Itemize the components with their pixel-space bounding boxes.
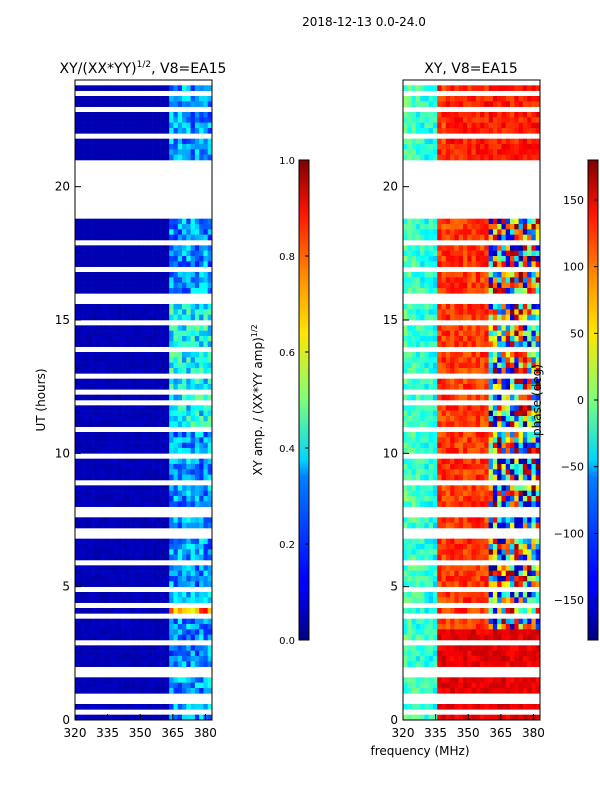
- colorbar-tick-label: −100: [554, 527, 584, 540]
- colorbar-tick-label: 0.0: [279, 636, 295, 647]
- phase-panel: XY, V8=EA15 320 335 350 365 380 0 5 10 15 20 pha…: [383, 61, 545, 740]
- phase-y-axis-label: phase (deg): [530, 364, 544, 436]
- amplitude-colorbar-gradient: [298, 159, 310, 641]
- colorbar-tick-label: −150: [554, 594, 584, 607]
- x-tick-label: 335: [96, 726, 119, 740]
- x-tick-label: 335: [424, 726, 447, 740]
- x-tick-label: 350: [457, 726, 480, 740]
- phase-y-axis: 0 5 10 15 20: [383, 180, 409, 727]
- x-axis-label: frequency (MHz): [370, 744, 469, 758]
- x-tick-label: 320: [392, 726, 415, 740]
- phase-plot-frame: [402, 79, 541, 721]
- x-tick-label: 320: [64, 726, 87, 740]
- amplitude-y-axis-label: UT (hours): [34, 368, 48, 431]
- y-tick-label: 20: [383, 180, 398, 194]
- colorbar-tick-label: 0.2: [279, 540, 295, 551]
- amplitude-colorbar-label: XY amp. / (XX*YY amp)1/2: [250, 324, 265, 475]
- colorbar-tick-label: 1.0: [279, 156, 295, 167]
- colorbar-tick-label: −50: [561, 461, 584, 474]
- y-tick-label: 5: [390, 580, 398, 594]
- y-tick-label: 20: [55, 180, 70, 194]
- amplitude-colorbar-ticks: 0.0 0.2 0.4 0.6 0.8 1.0: [279, 156, 309, 647]
- x-tick-label: 365: [161, 726, 184, 740]
- amplitude-panel: XY/(XX*YY)1/2, V8=EA15 320 335 350 365 380 0…: [34, 60, 226, 740]
- amplitude-heatmap: [75, 85, 213, 721]
- phase-colorbar: 150 100 50 0 −50 −100 −150: [554, 159, 599, 641]
- y-tick-label: 10: [383, 446, 398, 460]
- y-tick-label: 5: [62, 580, 70, 594]
- phase-panel-title: XY, V8=EA15: [424, 61, 518, 77]
- y-tick-label: 15: [55, 313, 70, 327]
- colorbar-tick-label: 50: [570, 327, 584, 340]
- y-tick-label: 10: [55, 446, 70, 460]
- colorbar-tick-label: 150: [563, 194, 584, 207]
- y-tick-label: 0: [390, 713, 398, 727]
- colorbar-tick-label: 0.6: [279, 348, 295, 359]
- colorbar-tick-label: 100: [563, 261, 584, 274]
- y-tick-label: 15: [383, 313, 398, 327]
- phase-heatmap: [403, 85, 541, 721]
- x-tick-label: 380: [522, 726, 545, 740]
- amplitude-panel-title: XY/(XX*YY)1/2, V8=EA15: [60, 60, 227, 77]
- amplitude-colorbar: 0.0 0.2 0.4 0.6 0.8 1.0 XY amp. / (XX*YY amp)…: [250, 156, 310, 647]
- colorbar-tick-label: 0: [577, 394, 584, 407]
- x-tick-label: 350: [129, 726, 152, 740]
- phase-colorbar-ticks: 150 100 50 0 −50 −100 −150: [554, 194, 598, 607]
- suptitle: 2018-12-13 0.0-24.0: [302, 15, 426, 29]
- amplitude-plot-frame: [74, 79, 213, 721]
- amplitude-y-axis: 0 5 10 15 20: [55, 180, 81, 727]
- amplitude-x-axis: 320 335 350 365 380: [64, 714, 217, 740]
- phase-x-axis: 320 335 350 365 380: [392, 714, 545, 740]
- colorbar-tick-label: 0.8: [279, 252, 295, 263]
- colorbar-tick-label: 0.4: [279, 444, 295, 455]
- x-tick-label: 365: [489, 726, 512, 740]
- x-tick-label: 380: [194, 726, 217, 740]
- y-tick-label: 0: [62, 713, 70, 727]
